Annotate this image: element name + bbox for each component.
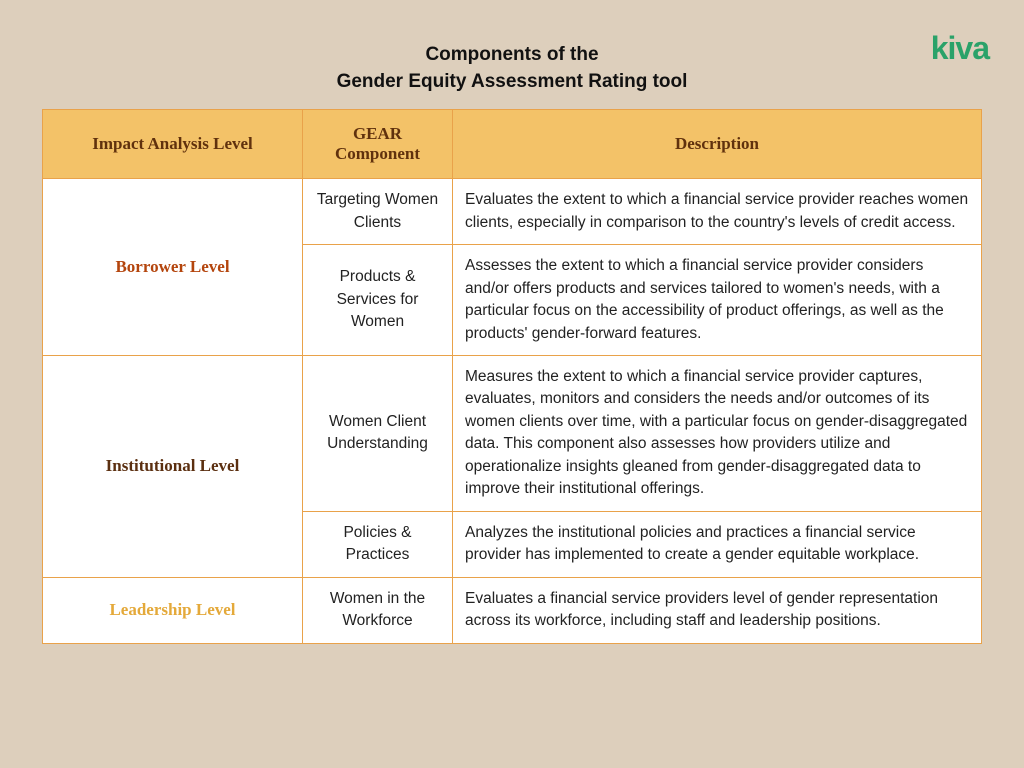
table-header-row: Impact Analysis Level GEAR Component Des… [43, 110, 982, 179]
component-cell: Targeting Women Clients [303, 179, 453, 245]
description-cell: Measures the extent to which a financial… [453, 356, 982, 512]
description-cell: Assesses the extent to which a financial… [453, 245, 982, 356]
component-cell: Women in the Workforce [303, 577, 453, 643]
gear-table-wrapper: Impact Analysis Level GEAR Component Des… [42, 109, 982, 644]
level-cell-leadership: Leadership Level [43, 577, 303, 643]
table-row: Leadership Level Women in the Workforce … [43, 577, 982, 643]
col-header-component: GEAR Component [303, 110, 453, 179]
page-title: Components of the Gender Equity Assessme… [0, 42, 1024, 95]
page-title-block: Components of the Gender Equity Assessme… [0, 0, 1024, 109]
level-cell-institutional: Institutional Level [43, 356, 303, 578]
title-line-1: Components of the [425, 44, 598, 65]
description-cell: Evaluates the extent to which a financia… [453, 179, 982, 245]
description-cell: Analyzes the institutional policies and … [453, 511, 982, 577]
component-cell: Policies & Practices [303, 511, 453, 577]
component-cell: Women Client Understanding [303, 356, 453, 512]
description-cell: Evaluates a financial service providers … [453, 577, 982, 643]
col-header-description: Description [453, 110, 982, 179]
table-row: Institutional Level Women Client Underst… [43, 356, 982, 512]
gear-components-table: Impact Analysis Level GEAR Component Des… [42, 109, 982, 644]
col-header-level: Impact Analysis Level [43, 110, 303, 179]
title-line-2: Gender Equity Assessment Rating tool [337, 71, 688, 92]
table-row: Borrower Level Targeting Women Clients E… [43, 179, 982, 245]
level-cell-borrower: Borrower Level [43, 179, 303, 356]
component-cell: Products & Services for Women [303, 245, 453, 356]
kiva-logo: kiva [931, 30, 989, 67]
